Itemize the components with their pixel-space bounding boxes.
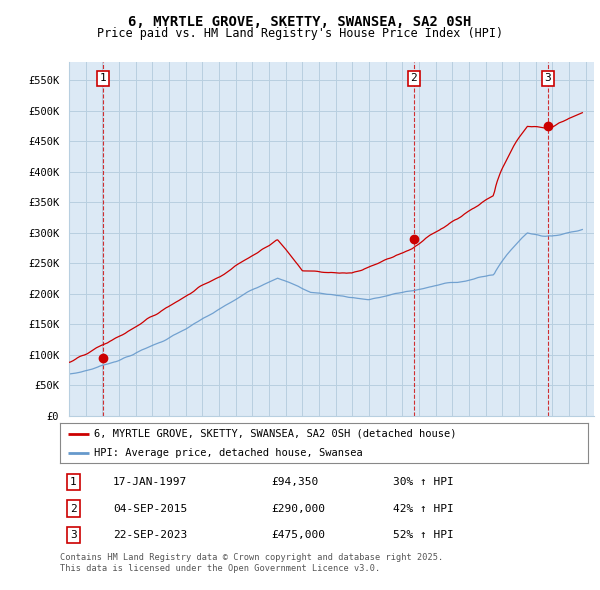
Text: £475,000: £475,000 <box>271 530 325 540</box>
Text: 2: 2 <box>410 73 417 83</box>
Text: Contains HM Land Registry data © Crown copyright and database right 2025.
This d: Contains HM Land Registry data © Crown c… <box>60 553 443 573</box>
Text: Price paid vs. HM Land Registry's House Price Index (HPI): Price paid vs. HM Land Registry's House … <box>97 27 503 40</box>
Text: 3: 3 <box>544 73 551 83</box>
Text: 30% ↑ HPI: 30% ↑ HPI <box>392 477 454 487</box>
Text: 2: 2 <box>70 504 77 513</box>
Text: 3: 3 <box>70 530 77 540</box>
Text: 42% ↑ HPI: 42% ↑ HPI <box>392 504 454 513</box>
Text: 52% ↑ HPI: 52% ↑ HPI <box>392 530 454 540</box>
Text: 1: 1 <box>70 477 77 487</box>
Text: 6, MYRTLE GROVE, SKETTY, SWANSEA, SA2 0SH: 6, MYRTLE GROVE, SKETTY, SWANSEA, SA2 0S… <box>128 15 472 29</box>
Text: 17-JAN-1997: 17-JAN-1997 <box>113 477 187 487</box>
Text: £94,350: £94,350 <box>271 477 319 487</box>
Text: 04-SEP-2015: 04-SEP-2015 <box>113 504 187 513</box>
Text: 6, MYRTLE GROVE, SKETTY, SWANSEA, SA2 0SH (detached house): 6, MYRTLE GROVE, SKETTY, SWANSEA, SA2 0S… <box>94 429 457 439</box>
Text: HPI: Average price, detached house, Swansea: HPI: Average price, detached house, Swan… <box>94 448 363 458</box>
Text: 22-SEP-2023: 22-SEP-2023 <box>113 530 187 540</box>
Text: 1: 1 <box>100 73 106 83</box>
Text: £290,000: £290,000 <box>271 504 325 513</box>
